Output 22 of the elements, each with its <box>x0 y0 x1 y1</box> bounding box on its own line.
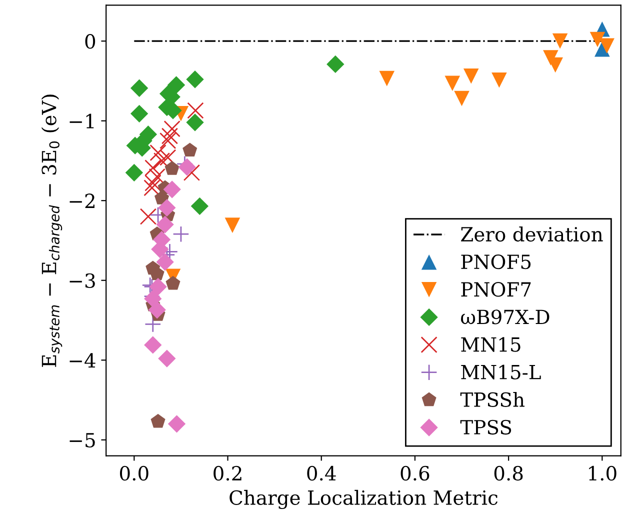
legend-label: MN15-L <box>461 364 541 380</box>
legend-label: MN15 <box>461 337 520 352</box>
x-tick-label: 0.0 <box>120 466 148 481</box>
y-tick-label: −2 <box>70 194 94 208</box>
legend-label: Zero deviation <box>461 226 603 242</box>
y-axis-title: E$_{system}$ − E$_{charged}$ − 3E$_{0}$ (eV) <box>41 94 62 367</box>
legend-label: ωB97X-D <box>461 310 550 324</box>
y-tick-label: −4 <box>70 353 96 368</box>
legend-label: PNOF7 <box>461 282 531 297</box>
y-tick-label: −5 <box>70 433 95 448</box>
legend-label: TPSS <box>460 420 512 435</box>
y-tick-label: −1 <box>70 114 94 128</box>
y-tick-label: −3 <box>70 273 95 288</box>
x-tick-label: 1.0 <box>589 466 616 481</box>
legend-label: TPSSh <box>460 392 524 408</box>
y-tick-label: 0 <box>85 34 96 49</box>
x-tick-label: 0.2 <box>214 466 242 481</box>
x-axis-title: Charge Localization Metric <box>230 490 498 510</box>
legend-label: PNOF5 <box>461 254 531 270</box>
x-tick-label: 0.4 <box>307 466 336 481</box>
x-tick-label: 0.8 <box>494 466 523 481</box>
x-tick-label: 0.6 <box>400 466 430 481</box>
